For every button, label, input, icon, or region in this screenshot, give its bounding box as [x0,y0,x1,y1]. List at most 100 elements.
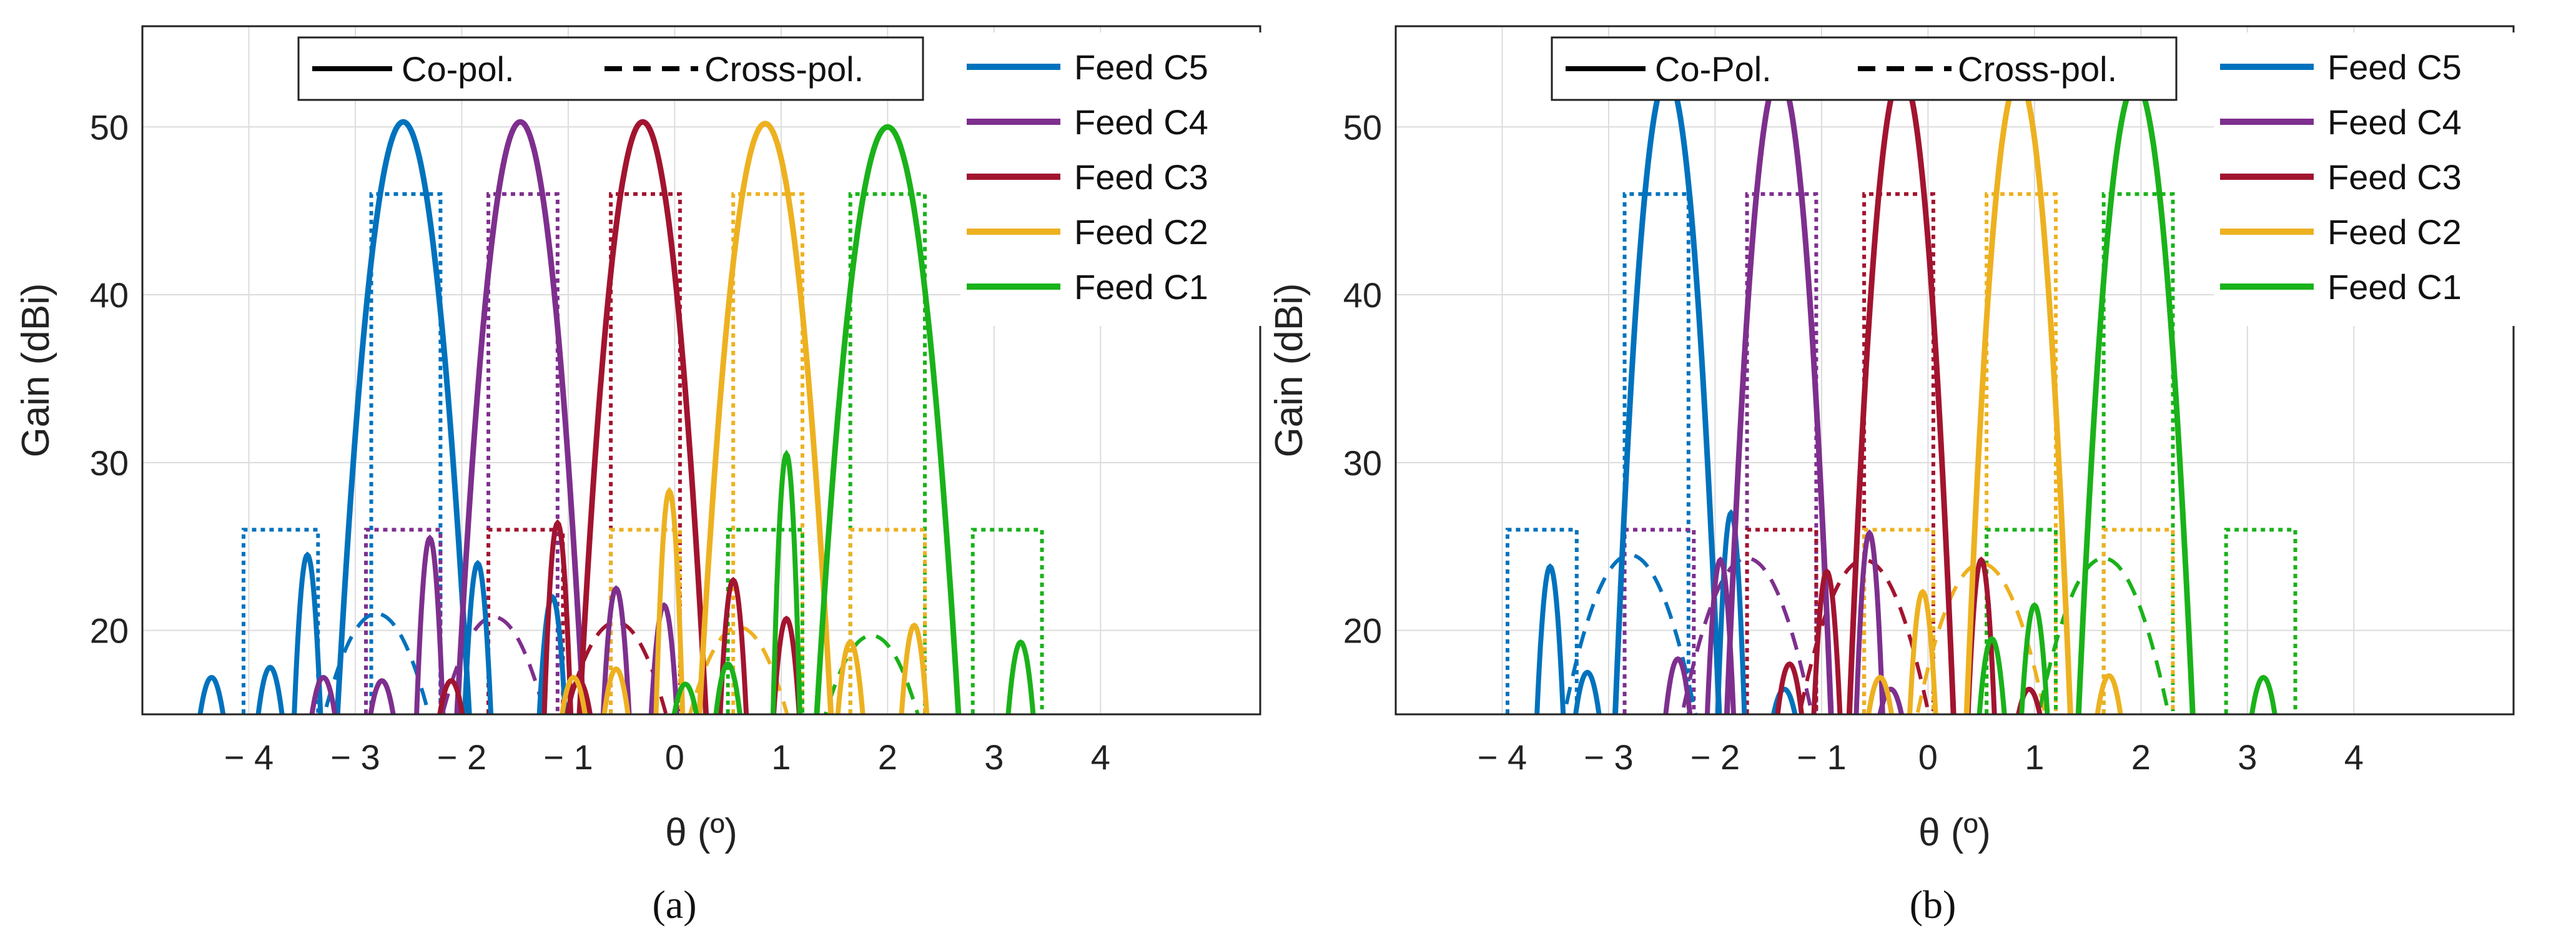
mask-side-C5 [1506,528,1579,714]
sidelobe-C4-3 [1877,686,1905,714]
sidelobe-C2-1 [601,666,631,714]
sidelobe-C5-3 [1770,686,1798,714]
x-tick-label: 1 [771,737,791,777]
sidelobe-C4-0 [1663,656,1693,714]
sidelobe-C1-0 [671,681,699,714]
mask-side-C1 [1985,528,2058,714]
legend-label-C4: Feed C4 [1074,102,1208,142]
mask-main-C4 [486,192,560,714]
mask-main-C2 [1985,192,2058,714]
plot-area [197,119,1044,714]
x-tick-label: − 4 [224,737,274,777]
y-tick-label: 40 [1343,275,1382,315]
chart-panel-a: − 4 − 3 − 2 − 1 0 1 2 3 4 20 30 40 50 θ (º) Gain (dBi)… [14,25,1266,854]
cross-pol-C3 [564,620,668,714]
style-legend-crosspol: Cross-pol. [1958,49,2117,89]
cross-pol-C5 [1562,553,1698,714]
x-tick-label: 4 [1091,737,1110,777]
x-axis-label: θ (º) [1918,811,1991,854]
style-legend-crosspol: Cross-pol. [704,49,864,89]
y-axis-label: Gain (dBi) [1268,283,1311,457]
sidelobe-C1-2 [2249,674,2277,714]
legend-label-C2: Feed C2 [2327,212,2462,252]
mask-main-C3 [609,192,682,714]
mask-main-C5 [1622,192,1690,714]
sidelobe-C3-1 [1811,568,1843,714]
sidelobe-C1-2 [770,450,802,714]
mask-side-C3 [486,528,565,714]
legend-label-C2: Feed C2 [1074,212,1208,252]
mask-side-C1 [726,528,804,714]
x-tick-label: 4 [2344,737,2364,777]
sidelobe-C1-1 [2019,602,2050,714]
sidelobe-C3-0 [437,678,465,714]
y-tick-label: 20 [90,611,129,651]
co-pol-main-C3 [576,119,709,714]
co-pol-main-C4 [454,119,587,714]
sidelobe-C2-4 [899,622,930,714]
sidelobe-C4-1 [1704,556,1736,714]
x-tick-label: − 3 [1584,737,1633,777]
mask-extra-C2-1 [848,528,927,714]
mask-main-C5 [369,192,443,714]
chart-panel-b: − 4 − 3 − 2 − 1 0 1 2 3 4 20 30 40 50 θ (º) Gain (dBi)… [1268,25,2520,854]
sidelobe-C4-0 [309,674,338,714]
y-tick-label: 50 [90,107,129,147]
sidelobe-C2-3 [835,639,866,714]
legend-label-C3: Feed C3 [2327,157,2462,197]
y-tick-label: 30 [90,443,129,483]
y-tick-label: 50 [1343,107,1382,147]
y-axis-label: Gain (dBi) [14,283,57,457]
co-pol-main-C2 [696,121,834,714]
mask-main-C4 [1745,192,1818,714]
plot-area [1506,70,2297,714]
x-tick-label: 3 [984,737,1004,777]
sidelobe-C2-0 [560,674,588,714]
y-tick-label: 30 [1343,443,1382,483]
cross-pol-C5 [322,611,431,714]
co-pol-main-C2 [1963,75,2073,714]
x-tick-label: 2 [878,737,897,777]
sidelobe-C5-2 [1715,509,1747,714]
x-tick-label: − 2 [1690,737,1740,777]
caption-a: (a) [652,882,696,927]
axes-box [141,25,1261,716]
x-tick-label: 0 [1918,737,1938,777]
mask-main-C3 [1862,192,1935,714]
cross-pol-C4 [1680,556,1814,714]
sidelobe-C1-1 [713,661,743,714]
co-pol-main-C5 [334,119,472,714]
mask-side-C2 [1862,528,1935,714]
legend-label-C5: Feed C5 [2327,47,2462,87]
sidelobe-C4-1 [368,678,396,714]
x-tick-label: 2 [2131,737,2151,777]
sidelobe-C5-4 [536,594,568,714]
co-pol-main-C1 [814,124,962,714]
sidelobe-C5-3 [461,559,494,714]
sidelobe-C4-3 [600,585,632,714]
x-tick-label: 3 [2238,737,2257,777]
sidelobe-C4-2 [414,534,446,714]
sidelobe-C2-2 [2095,673,2123,714]
mask-main-C1 [2101,192,2175,714]
style-legend-copol: Co-pol. [402,49,515,89]
mask-extra-C1-0 [2224,528,2297,714]
sidelobe-C3-0 [1775,661,1804,714]
sidelobe-C5-2 [292,551,323,714]
sidelobe-C5-0 [197,674,226,714]
x-tick-label: − 4 [1478,737,1527,777]
legend-label-C1: Feed C1 [2327,267,2462,307]
co-pol-main-C3 [1846,70,1957,714]
mask-side-C4 [1622,528,1696,714]
sidelobe-C4-2 [1853,529,1885,714]
y-tick-label: 40 [90,275,129,315]
x-tick-label: − 2 [437,737,486,777]
legend-label-C3: Feed C3 [1074,157,1208,197]
sidelobe-C4-4 [648,602,679,714]
legend-label-C1: Feed C1 [1074,267,1208,307]
caption-b: (b) [1910,882,1957,927]
x-tick-label: − 1 [543,737,593,777]
legend-label-C4: Feed C4 [2327,102,2462,142]
style-legend-copol: Co-Pol. [1655,49,1772,89]
